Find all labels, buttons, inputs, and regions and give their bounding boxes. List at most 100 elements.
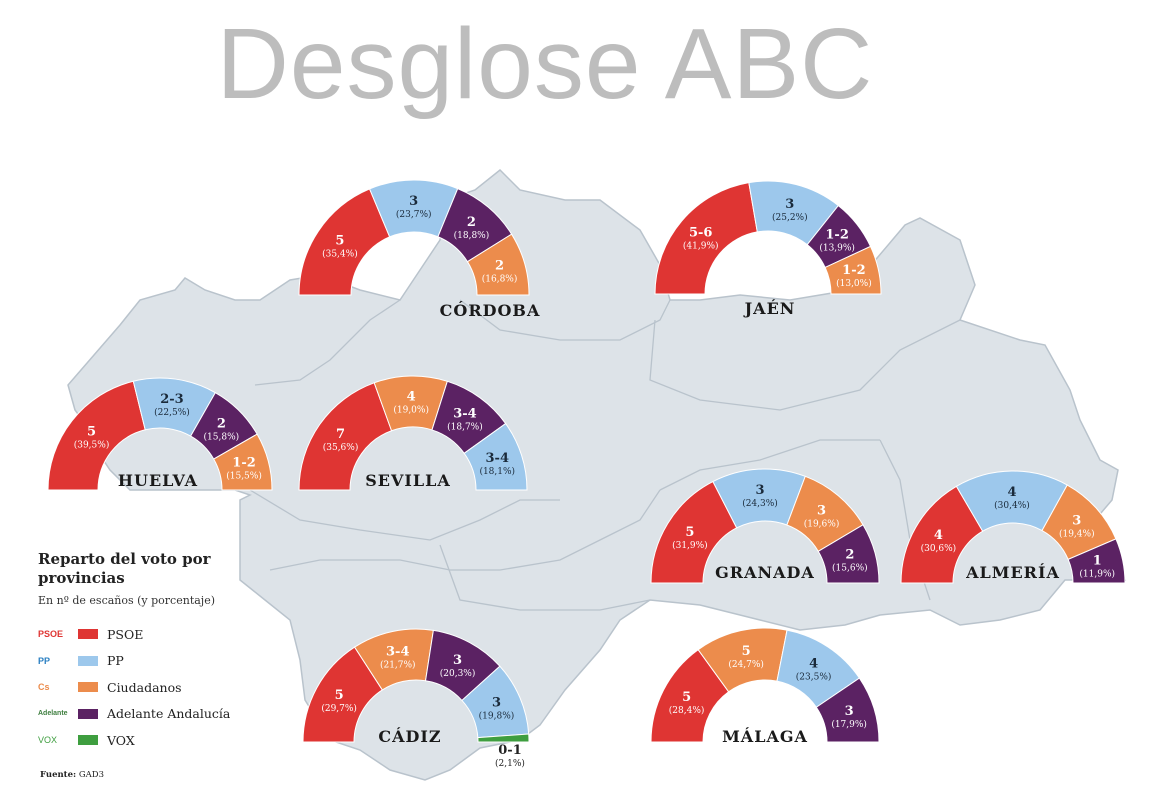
percent-label-jaen-ciudadanos: (13,0%) [836, 278, 872, 289]
legend-item-adelante: Adelante Adelante Andalucía [38, 701, 278, 728]
legend-label-pp: PP [107, 653, 124, 669]
percent-label-malaga-adelante-andalucia: (17,9%) [831, 719, 867, 730]
arc-huelva-ciudadanos [213, 433, 273, 491]
seats-label-cadiz-pp: 3 [492, 696, 501, 711]
pp-logo-icon: PP [38, 655, 51, 666]
percent-label-jaen-adelante-andalucia: (13,9%) [819, 243, 855, 254]
seats-label-cadiz-adelante-andalucia: 3 [453, 653, 462, 668]
province-borders [249, 299, 961, 611]
percent-label-cadiz-psoe: (29,7%) [321, 703, 357, 714]
seats-label-huelva-ciudadanos: 1-2 [232, 456, 256, 471]
legend-subtitle: En nº de escaños (y porcentaje) [38, 594, 216, 607]
seats-label-granada-ciudadanos: 3 [817, 504, 826, 519]
province-name-huelva: HUELVA [118, 471, 198, 490]
seats-label-huelva-pp: 2-3 [160, 392, 184, 407]
legend-swatch-adelante [78, 708, 98, 719]
chart-huelva: 5(39,5%) 2-3(22,5%) 2(15,8%) 1-2(15,5%) HUEL… [47, 377, 273, 491]
source-note: Fuente: GAD3 [40, 770, 104, 780]
seats-label-malaga-ciudadanos: 5 [742, 644, 751, 659]
percent-label-huelva-psoe: (39,5%) [74, 439, 110, 450]
legend-swatch-ciudadanos [78, 682, 98, 693]
arc-malaga-adelante-andalucia [815, 677, 880, 743]
seats-label-granada-pp: 3 [755, 483, 764, 498]
legend-item-vox: VOX VOX [38, 727, 278, 754]
legend-title: Reparto del voto por provincias [38, 550, 211, 587]
seats-label-almeria-adelante-andalucia: 1 [1093, 554, 1102, 569]
seats-label-sevilla-adelante-andalucia: 3-4 [453, 406, 477, 421]
percent-label-malaga-ciudadanos: (24,7%) [728, 659, 764, 670]
percent-label-almeria-psoe: (30,6%) [921, 543, 957, 554]
percent-label-almeria-pp: (30,4%) [994, 500, 1030, 511]
province-name-cadiz: CÁDIZ [378, 726, 441, 746]
seats-label-cordoba-adelante-andalucia: 2 [467, 215, 476, 230]
chart-malaga: 5(28,4%)5(24,7%) 4(23,5%)3(17,9%)MÁLAGA [650, 627, 880, 746]
province-name-sevilla: SEVILLA [365, 471, 451, 490]
chart-jaen: 5-6(41,9%)3(25,2%)1-2(13,9%)1-2(13,0%)JA… [654, 180, 882, 318]
percent-label-sevilla-pp: (18,1%) [479, 466, 515, 477]
seats-label-huelva-psoe: 5 [87, 424, 96, 439]
seats-label-cordoba-pp: 3 [409, 194, 418, 209]
source-value: GAD3 [78, 770, 104, 780]
seats-label-cadiz-psoe: 5 [335, 688, 344, 703]
percent-label-sevilla-psoe: (35,6%) [323, 442, 359, 453]
chart-cordoba: 5(35,4%)3(23,7%)2(18,8%)2(16,8%)CÓRDOBA [298, 179, 541, 320]
percent-label-cordoba-pp: (23,7%) [396, 209, 432, 220]
arc-sevilla-pp [463, 422, 528, 491]
seats-label-sevilla-ciudadanos: 4 [407, 390, 416, 405]
arc-almeria-adelante-andalucia [1067, 538, 1126, 584]
percent-label-cadiz-vox: (2,1%) [495, 758, 525, 769]
seats-label-malaga-psoe: 5 [682, 690, 691, 705]
legend: Reparto del voto por provincias En nº de… [38, 550, 278, 754]
page-title: Desglose ABC [216, 8, 874, 120]
percent-label-sevilla-ciudadanos: (19,0%) [393, 405, 429, 416]
percent-label-granada-psoe: (31,9%) [672, 540, 708, 551]
province-name-cordoba: CÓRDOBA [440, 300, 541, 320]
legend-label-vox: VOX [107, 732, 135, 748]
ciudadanos-logo-icon: Cs [38, 682, 50, 693]
percent-label-granada-adelante-andalucia: (15,6%) [832, 563, 868, 574]
arc-jaen-ciudadanos [824, 245, 882, 295]
seats-label-granada-adelante-andalucia: 2 [845, 548, 854, 563]
seats-label-cordoba-ciudadanos: 2 [495, 259, 504, 274]
seats-label-jaen-psoe: 5-6 [689, 225, 713, 240]
seats-label-almeria-pp: 4 [1007, 485, 1016, 500]
legend-item-ciudadanos: Cs Ciudadanos [38, 674, 278, 701]
arc-cadiz-vox [477, 733, 530, 743]
seats-label-jaen-pp: 3 [785, 197, 794, 212]
legend-swatch-vox [78, 735, 98, 746]
percent-label-sevilla-adelante-andalucia: (18,7%) [447, 421, 483, 432]
percent-label-malaga-pp: (23,5%) [796, 672, 832, 683]
province-name-almeria: ALMERÍA [965, 562, 1060, 582]
percent-label-cadiz-adelante-andalucia: (20,3%) [440, 668, 476, 679]
legend-items: PSOE PSOE PP PP Cs Ciudadanos Adelante A… [38, 621, 278, 754]
arc-cordoba-ciudadanos [466, 233, 530, 296]
legend-swatch-psoe [78, 629, 98, 640]
province-name-jaen: JAÉN [743, 298, 796, 318]
percent-label-jaen-pp: (25,2%) [772, 212, 808, 223]
source-label: Fuente: [40, 770, 77, 780]
chart-granada: 5(31,9%)3(24,3%) 3(19,6%)2(15,6%)GRANADA [650, 468, 880, 584]
seats-label-jaen-ciudadanos: 1-2 [842, 263, 866, 278]
legend-label-psoe: PSOE [107, 626, 144, 642]
legend-label-ciudadanos: Ciudadanos [107, 679, 182, 695]
psoe-logo-icon: PSOE [38, 629, 64, 640]
legend-label-adelante: Adelante Andalucía [107, 706, 231, 722]
seats-label-almeria-psoe: 4 [934, 528, 943, 543]
percent-label-cordoba-ciudadanos: (16,8%) [482, 274, 518, 285]
percent-label-almeria-adelante-andalucia: (11,9%) [1079, 569, 1115, 580]
arc-granada-adelante-andalucia [817, 524, 880, 584]
percent-label-huelva-pp: (22,5%) [154, 407, 190, 418]
seats-label-huelva-adelante-andalucia: 2 [217, 416, 226, 431]
seats-label-granada-psoe: 5 [685, 525, 694, 540]
chart-almeria: 4(30,6%)4(30,4%)3(19,4%)1(11,9%)ALMERÍA [900, 470, 1126, 584]
seats-label-jaen-adelante-andalucia: 1-2 [825, 228, 849, 243]
province-name-granada: GRANADA [715, 563, 815, 582]
percent-label-cordoba-psoe: (35,4%) [322, 249, 358, 260]
percent-label-cadiz-ciudadanos: (21,7%) [380, 659, 416, 670]
vox-logo-icon: VOX [38, 735, 58, 746]
seats-label-cadiz-vox: 0-1 [498, 743, 522, 758]
percent-label-malaga-psoe: (28,4%) [669, 705, 705, 716]
legend-item-pp: PP PP [38, 648, 278, 675]
seats-label-malaga-pp: 4 [809, 657, 818, 672]
